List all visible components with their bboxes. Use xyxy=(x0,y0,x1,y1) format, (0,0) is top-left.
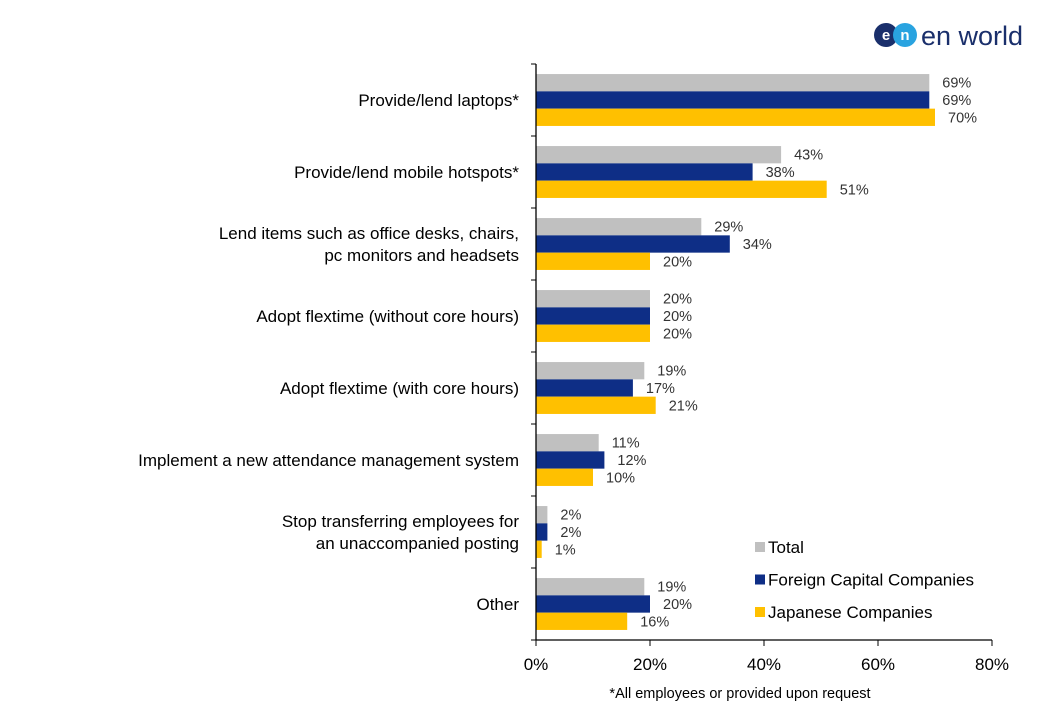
bar xyxy=(536,218,702,236)
data-label: 2% xyxy=(560,508,581,524)
bar xyxy=(536,506,548,524)
data-label: 2% xyxy=(560,525,581,541)
bar xyxy=(536,163,753,181)
category-label: Implement a new attendance management sy… xyxy=(138,451,519,470)
data-label: 70% xyxy=(948,110,977,126)
x-tick-label: 60% xyxy=(861,655,895,674)
category-label: pc monitors and headsets xyxy=(324,246,519,265)
bar xyxy=(536,146,782,164)
bar xyxy=(536,612,628,630)
data-label: 17% xyxy=(646,381,675,397)
bar xyxy=(536,324,650,342)
data-label: 16% xyxy=(640,614,669,630)
data-label: 1% xyxy=(555,542,576,558)
data-label: 69% xyxy=(942,76,971,92)
category-label: Stop transferring employees for xyxy=(282,512,520,531)
x-tick-label: 40% xyxy=(747,655,781,674)
bar xyxy=(536,434,599,452)
bar xyxy=(536,595,650,613)
legend-swatch xyxy=(755,542,765,552)
bar xyxy=(536,108,935,126)
bar xyxy=(536,235,730,253)
data-label: 34% xyxy=(743,237,772,253)
data-label: 12% xyxy=(617,453,646,469)
bar xyxy=(536,74,930,92)
legend-label: Foreign Capital Companies xyxy=(768,571,974,590)
bar xyxy=(536,523,548,541)
bar xyxy=(536,396,656,414)
data-label: 10% xyxy=(606,470,635,486)
bar xyxy=(536,91,930,109)
logo-circle-e xyxy=(874,23,898,47)
category-label: Provide/lend laptops* xyxy=(358,91,519,110)
legend-label: Total xyxy=(768,538,804,557)
category-labels-group: Provide/lend laptops* Provide/lend mobile… xyxy=(138,91,519,614)
data-label: 20% xyxy=(663,597,692,613)
data-label: 20% xyxy=(663,292,692,308)
logo-circle-n xyxy=(893,23,917,47)
data-label: 19% xyxy=(657,580,686,596)
data-label: 38% xyxy=(766,165,795,181)
legend: Total Foreign Capital Companies Japanese C… xyxy=(755,538,974,622)
bar xyxy=(536,290,650,308)
category-label: Adopt flextime (without core hours) xyxy=(256,307,519,326)
value-labels-group: 69%69%70%43%38%51%29%34%20%20%20%20%19%1… xyxy=(555,76,977,631)
data-label: 19% xyxy=(657,364,686,380)
x-tick-label: 0% xyxy=(524,655,549,674)
axes-group: 0% 20% 40% 60% 80% xyxy=(524,63,1009,674)
bar xyxy=(536,540,542,558)
data-label: 69% xyxy=(942,93,971,109)
footnote: *All employees or provided upon request xyxy=(609,686,870,702)
category-label: Other xyxy=(476,595,519,614)
bar xyxy=(536,468,593,486)
logo-text: en world xyxy=(921,21,1023,51)
bar xyxy=(536,180,827,198)
legend-swatch xyxy=(755,574,765,585)
bar xyxy=(536,451,605,469)
category-label: Provide/lend mobile hotspots* xyxy=(294,163,519,182)
x-tick-label: 20% xyxy=(633,655,667,674)
data-label: 20% xyxy=(663,309,692,325)
x-tick-label: 80% xyxy=(975,655,1009,674)
legend-swatch xyxy=(755,607,765,617)
bars-group xyxy=(536,74,935,630)
data-label: 11% xyxy=(612,436,640,452)
legend-label: Japanese Companies xyxy=(768,603,932,622)
logo-mark-n: n xyxy=(900,27,909,44)
bar xyxy=(536,578,645,596)
bar xyxy=(536,307,650,325)
data-label: 29% xyxy=(714,220,743,236)
en-world-logo: e n en world xyxy=(874,21,1023,51)
data-label: 51% xyxy=(840,182,869,198)
bar xyxy=(536,379,633,397)
category-label: Lend items such as office desks, chairs, xyxy=(219,224,519,243)
category-label: an unaccompanied posting xyxy=(316,534,519,553)
bar xyxy=(536,362,645,380)
category-label: Adopt flextime (with core hours) xyxy=(280,379,519,398)
data-label: 20% xyxy=(663,326,692,342)
data-label: 21% xyxy=(669,398,698,414)
data-label: 20% xyxy=(663,254,692,270)
logo-mark-e: e xyxy=(882,27,890,44)
bar xyxy=(536,252,650,270)
data-label: 43% xyxy=(794,148,823,164)
